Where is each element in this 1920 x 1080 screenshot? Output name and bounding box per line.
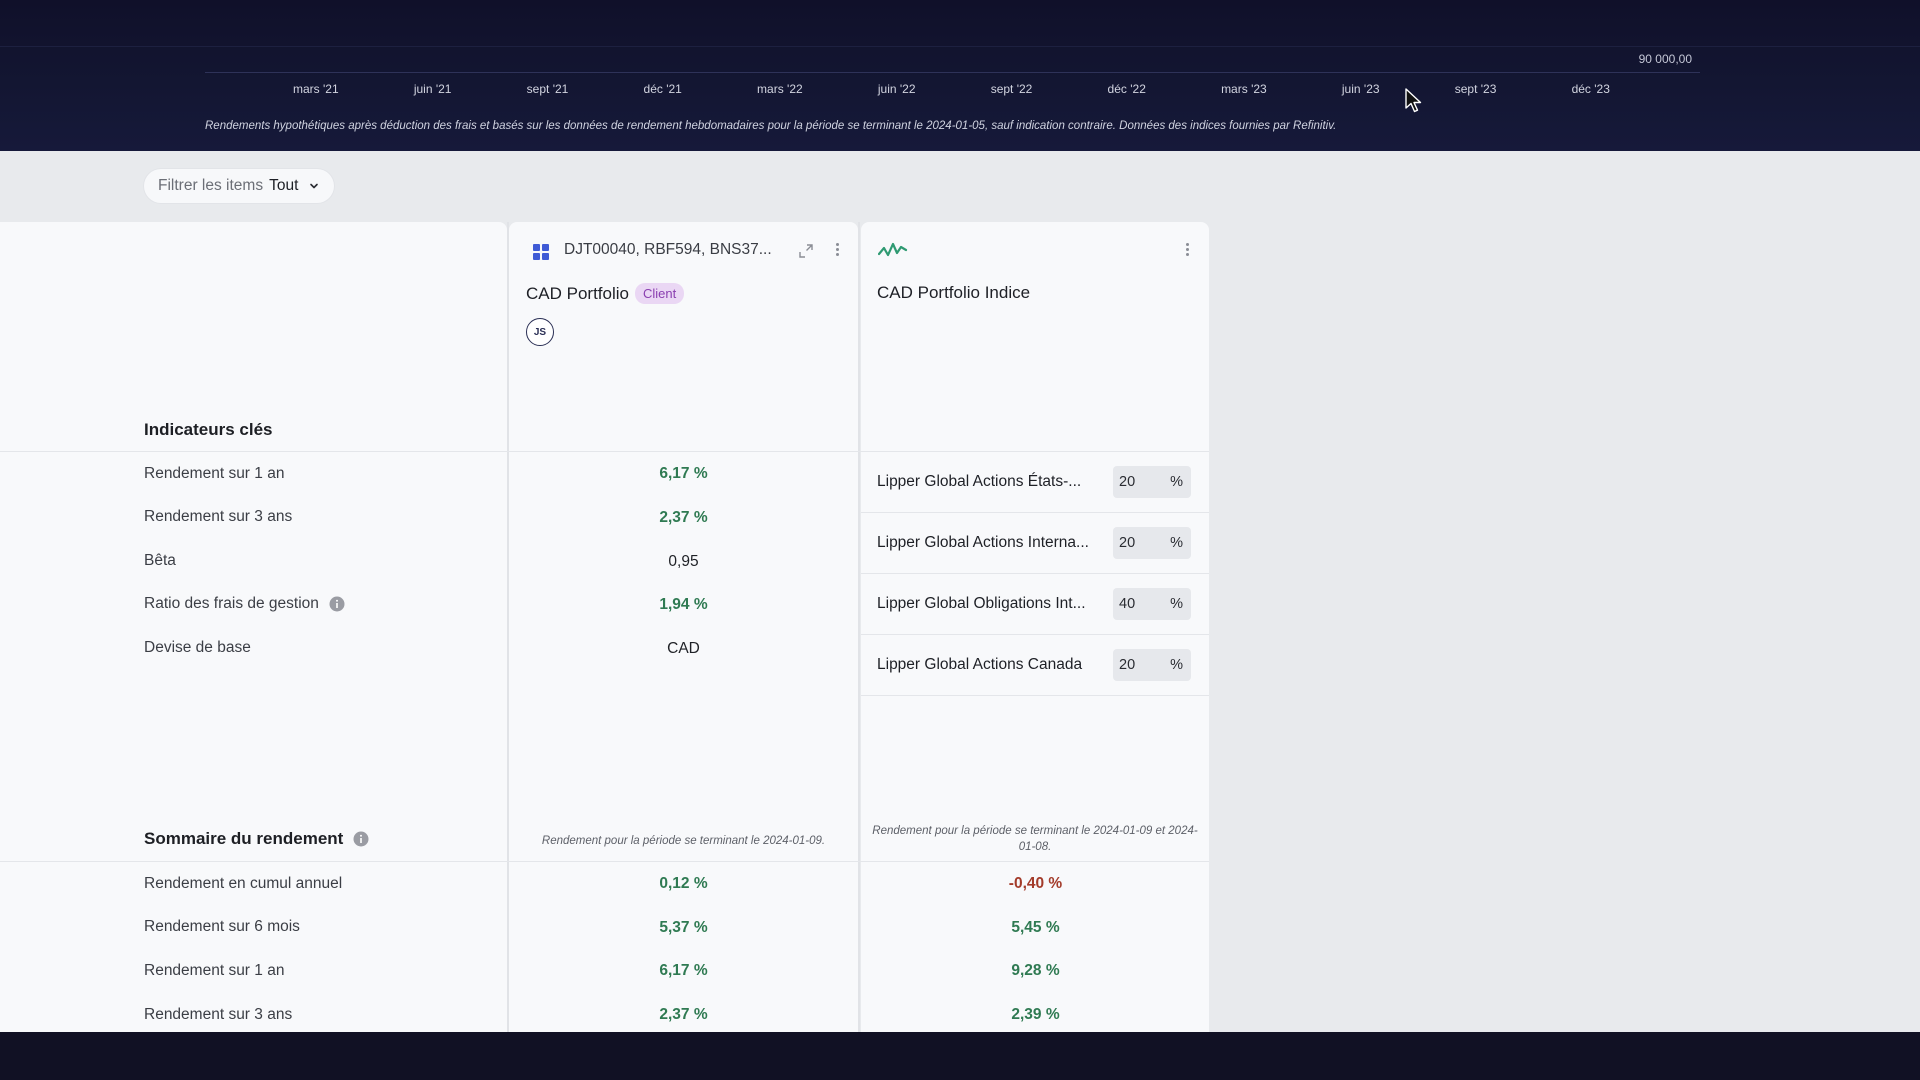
portfolio-value: 5,37 %: [659, 919, 708, 936]
chart-gridline: [205, 72, 1700, 73]
row-label: Rendement en cumul annuel: [144, 875, 343, 892]
client-badge: Client: [634, 283, 685, 304]
x-tick-label: mars '23: [1221, 82, 1267, 96]
index-value: -0,40 %: [1008, 875, 1063, 892]
portfolio-value: 6,17 %: [659, 962, 708, 979]
allocation-value: 20: [1119, 474, 1136, 490]
x-tick-label: sept '23: [1454, 82, 1497, 96]
performance-chart-strip: 90 000,00 mars '21 juin '21 sept '21 déc…: [0, 0, 1920, 151]
row-label: Rendement sur 6 mois: [144, 918, 300, 935]
portfolio-value: 0,95: [668, 553, 699, 570]
portfolio-value: 6,17 %: [659, 465, 708, 482]
x-axis-ticks: mars '21 juin '21 sept '21 déc '21 mars …: [205, 82, 1700, 98]
x-tick-label: sept '21: [526, 82, 569, 96]
allocation-input[interactable]: 20 %: [1113, 466, 1191, 498]
divider: [861, 695, 1209, 696]
divider: [0, 861, 1209, 862]
row-label: Rendement sur 1 an: [144, 962, 285, 979]
portfolio-value: 2,37 %: [659, 1006, 708, 1023]
row-label-text: Ratio des frais de gestion: [144, 595, 319, 612]
row-label-mer: Ratio des frais de gestion: [144, 595, 345, 613]
avatar[interactable]: JS: [526, 318, 554, 346]
column-divider: [858, 222, 860, 1032]
filter-label: Filtrer les items: [158, 177, 264, 194]
row-label: Rendement sur 3 ans: [144, 508, 293, 525]
portfolio-value: 2,37 %: [659, 509, 708, 526]
index-period-note: Rendement pour la période se terminant l…: [872, 825, 1198, 853]
allocation-input[interactable]: 20 %: [1113, 527, 1191, 559]
more-options-icon[interactable]: [828, 241, 846, 259]
portfolio-value: 1,94 %: [659, 596, 708, 613]
allocation-label: Lipper Global Actions Interna...: [877, 534, 1089, 551]
filter-value: Tout: [269, 177, 299, 194]
portfolio-grid-icon: [533, 244, 549, 260]
chevron-down-icon: [310, 183, 319, 189]
index-value: 2,39 %: [1011, 1006, 1060, 1023]
bottom-bar: [0, 1032, 1920, 1080]
allocation-label: Lipper Global Obligations Int...: [877, 595, 1086, 612]
x-tick-label: déc '23: [1571, 82, 1610, 96]
expand-icon[interactable]: [799, 244, 813, 258]
column-divider: [507, 222, 509, 1032]
y-axis-tick-label: 90 000,00: [1638, 52, 1692, 66]
x-tick-label: déc '21: [643, 82, 682, 96]
portfolio-account-ids[interactable]: DJT00040, RBF594, BNS37...: [564, 241, 772, 258]
index-name: CAD Portfolio Indice: [877, 283, 1031, 302]
x-tick-label: mars '22: [757, 82, 803, 96]
filter-items-dropdown[interactable]: Filtrer les items Tout: [144, 169, 335, 203]
index-value: 5,45 %: [1011, 919, 1060, 936]
percent-unit: %: [1170, 474, 1183, 490]
info-icon[interactable]: [329, 596, 345, 612]
portfolio-title: CAD Portfolio Client: [526, 283, 685, 304]
section-title-text: Sommaire du rendement: [144, 829, 344, 848]
row-label: Rendement sur 3 ans: [144, 1006, 293, 1023]
percent-unit: %: [1170, 657, 1183, 673]
allocation-label: Lipper Global Actions États-...: [877, 473, 1082, 490]
divider: [861, 573, 1209, 574]
x-tick-label: juin '23: [1341, 82, 1380, 96]
portfolio-column: [509, 222, 858, 1032]
row-label: Devise de base: [144, 639, 251, 656]
allocation-value: 20: [1119, 535, 1136, 551]
allocation-value: 40: [1119, 596, 1136, 612]
portfolio-value: 0,12 %: [659, 875, 708, 892]
portfolio-name: CAD Portfolio: [526, 283, 629, 303]
divider: [0, 451, 1209, 452]
percent-unit: %: [1170, 596, 1183, 612]
index-pulse-icon: [878, 242, 908, 257]
index-value: 9,28 %: [1011, 962, 1060, 979]
row-label: Bêta: [144, 552, 176, 569]
x-tick-label: mars '21: [293, 82, 339, 96]
divider: [861, 512, 1209, 513]
labels-column: [0, 222, 507, 1032]
index-column: [861, 222, 1209, 1032]
key-indicators-title: Indicateurs clés: [144, 420, 273, 440]
performance-summary-title: Sommaire du rendement: [144, 829, 369, 849]
more-options-icon[interactable]: [1178, 241, 1196, 259]
portfolio-period-note: Rendement pour la période se terminant l…: [541, 835, 826, 847]
section-title-text: Indicateurs clés: [144, 420, 273, 439]
comparison-area: Filtrer les items Tout: [0, 151, 1920, 1032]
allocation-label: Lipper Global Actions Canada: [877, 656, 1083, 673]
x-tick-label: déc '22: [1107, 82, 1146, 96]
chart-disclaimer: Rendements hypothétiques après déduction…: [205, 120, 1337, 132]
info-icon[interactable]: [353, 831, 369, 847]
mouse-pointer-icon: [1405, 88, 1422, 113]
percent-unit: %: [1170, 535, 1183, 551]
chart-top-border: [0, 46, 1920, 47]
allocation-input[interactable]: 40 %: [1113, 588, 1191, 620]
divider: [861, 634, 1209, 635]
x-tick-label: juin '22: [877, 82, 916, 96]
x-tick-label: juin '21: [413, 82, 452, 96]
portfolio-value: CAD: [667, 640, 700, 657]
allocation-value: 20: [1119, 657, 1136, 673]
allocation-input[interactable]: 20 %: [1113, 649, 1191, 681]
x-tick-label: sept '22: [990, 82, 1033, 96]
row-label: Rendement sur 1 an: [144, 465, 285, 482]
